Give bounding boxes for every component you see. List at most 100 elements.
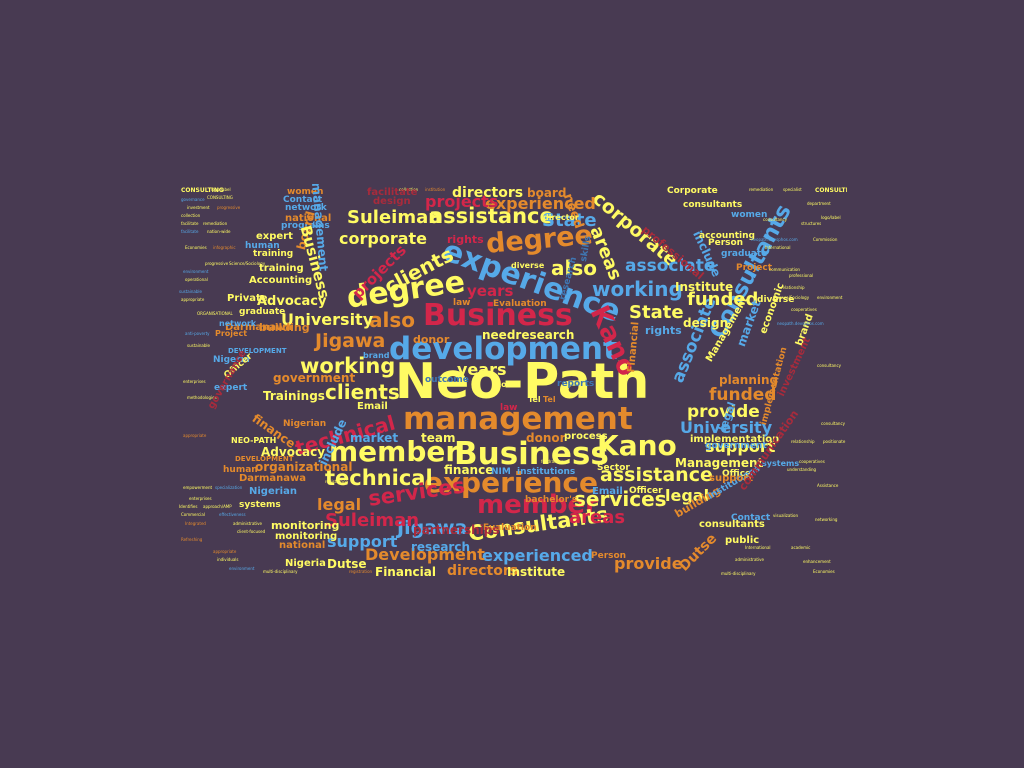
word-road: Road <box>495 380 518 389</box>
word-tiny: appropriate <box>213 549 237 554</box>
word-tiny: academic <box>791 545 811 550</box>
word-building: building <box>259 321 310 334</box>
word-cloud: Neo-Path development management Business… <box>177 184 847 580</box>
word-tiny: Assistance <box>817 483 839 488</box>
word-accounting-lc: accounting <box>699 231 755 241</box>
word-tiny: registration <box>325 479 349 484</box>
word-consulting-2: CONSULTING <box>181 187 224 194</box>
word-legal-2: legal <box>317 495 362 514</box>
word-tiny: ORGANISATIONAL <box>197 311 233 316</box>
word-tiny: enterprises <box>183 379 206 384</box>
word-tiny: enhancement <box>803 559 831 564</box>
word-management: management <box>403 401 633 437</box>
word-implementation: implementation <box>690 434 780 445</box>
word-projects: projects <box>425 192 499 211</box>
word-tiny: sustainable <box>179 289 202 294</box>
word-darmanawa-2: Darmanawa <box>239 473 307 484</box>
word-tiny: appropriate <box>181 297 205 302</box>
word-women: women <box>287 187 324 197</box>
word-tiny: institution <box>425 187 446 192</box>
word-nigerian-2: Nigerian <box>283 419 327 429</box>
word-monitoring-2: monitoring <box>275 531 338 542</box>
word-tiny: Integrated <box>185 521 206 526</box>
word-state: State <box>542 210 597 231</box>
word-tiny: Commercial <box>181 512 205 517</box>
word-tiny: consultancy <box>821 421 846 426</box>
word-experienced: experienced <box>485 194 596 213</box>
word-evaluation-2: Evaluation <box>483 523 537 533</box>
word-tiny: relationship <box>781 285 805 290</box>
word-faint: outcome <box>425 375 469 385</box>
word-tiny: neopath.devsphos.com <box>777 321 824 326</box>
word-finance-2: finance <box>444 463 494 477</box>
word-tiny: positionate <box>823 439 846 444</box>
word-tiny: collection <box>181 213 201 218</box>
word-tiny: consultancy <box>817 363 842 368</box>
word-tiny: communication <box>769 267 800 272</box>
word-also: also <box>551 256 597 280</box>
word-rights-2: rights <box>447 233 484 246</box>
word-tiny: Science/Sociology <box>773 295 810 300</box>
word-financial: Financial <box>375 565 436 579</box>
word-experience: experience <box>424 466 599 499</box>
word-training: training <box>259 263 304 274</box>
word-jigawa-2: Jigawa <box>315 330 386 352</box>
word-law-2: law <box>500 403 518 413</box>
word-member-red: member <box>477 490 598 520</box>
word-rights: rights <box>645 324 682 337</box>
word-tiny: sustainable <box>187 343 210 348</box>
word-tiny: cooperatives <box>791 307 817 312</box>
word-neo-path-caps: NEO-PATH <box>231 436 277 445</box>
word-project-2: Project <box>215 329 248 338</box>
word-areas: areas <box>569 507 626 528</box>
word-tiny: specialization <box>215 485 243 490</box>
word-contact-2: Contact <box>731 513 771 523</box>
word-graduate: graduate <box>239 307 286 317</box>
word-corporate-cap: Corporate <box>667 186 718 196</box>
word-tiny: logo/label <box>211 187 231 192</box>
word-tiny: enterprises <box>189 496 212 501</box>
word-university: University <box>281 310 374 329</box>
word-nigeria: Nigeria <box>285 558 326 569</box>
word-accounting: Accounting <box>249 275 313 286</box>
word-tiny: anti-poverty <box>185 331 210 336</box>
word-nigeria-2: Nigeria <box>213 355 250 365</box>
word-organizational: organizational <box>255 460 353 474</box>
word-private: Private <box>227 293 268 304</box>
word-tiny: consultancy <box>763 217 788 222</box>
word-tiny: neopath.devsphos.com <box>751 237 798 242</box>
word-tiny: International <box>745 545 771 550</box>
word-tiny: facilitate <box>181 229 199 234</box>
word-officer: Officer <box>629 486 663 496</box>
word-development-caps: DEVELOPMENT <box>228 347 287 355</box>
word-directors-2: directors <box>447 563 519 579</box>
word-donor-2: donor <box>413 333 450 346</box>
word-tiny: multi-disciplinary <box>263 569 298 574</box>
word-expert-2: expert <box>214 383 248 393</box>
word-business-red: Business <box>423 298 573 333</box>
word-tiny: appropriate <box>183 433 207 438</box>
word-tiny: cooperatives <box>799 459 825 464</box>
word-tiny: fundraising <box>541 459 564 464</box>
word-services: services <box>574 487 667 511</box>
word-graduate-2: graduate <box>721 249 768 259</box>
word-tiny: visualization <box>773 513 798 518</box>
word-tiny: operational <box>185 277 208 282</box>
word-tiny: approach/AMP <box>203 504 232 509</box>
word-donor: donor <box>526 431 566 445</box>
word-tiny: understanding <box>787 467 817 472</box>
word-sector: Sector <box>597 463 630 473</box>
word-tiny: Identifies <box>179 504 198 509</box>
word-funded-2: funded <box>709 385 777 405</box>
word-tel-2: Tel <box>543 395 556 404</box>
word-technical: technical <box>325 466 433 490</box>
word-darmanawa: Darmanawa <box>225 322 293 333</box>
word-dutse-rotated: Dutse <box>676 530 721 575</box>
word-institute: Institute <box>507 565 566 579</box>
word-diverse-2: diverse <box>757 295 795 305</box>
word-provide-2: provide <box>614 554 683 573</box>
word-faint: reports <box>557 379 595 389</box>
word-monitoring: monitoring <box>271 519 340 532</box>
word-market: market <box>350 431 399 445</box>
word-tel: Tel <box>528 395 541 404</box>
